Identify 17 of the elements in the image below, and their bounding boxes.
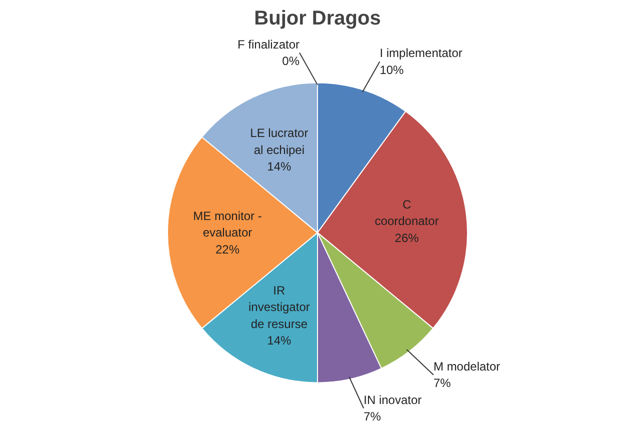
chart-title: Bujor Dragos	[254, 8, 381, 30]
data-label: 7%	[433, 376, 452, 390]
data-label: 14%	[267, 334, 292, 348]
slice-label: LE lucrator al echipei	[250, 126, 308, 157]
data-label: 10%	[380, 63, 404, 77]
text: 0%	[282, 54, 300, 68]
slice-label: ME monitor - evaluator	[193, 208, 262, 240]
data-label: 7%	[364, 410, 382, 424]
slice-label: M modelator	[433, 359, 500, 374]
slice-label: C coordonator	[374, 197, 439, 228]
category-label: F finalizator	[237, 37, 300, 52]
data-label: 26%	[394, 231, 420, 246]
data-label: 22%	[215, 242, 240, 256]
slice-label: IN inovator	[364, 392, 422, 407]
data-label: 14%	[267, 160, 292, 174]
slice-label: IR investigator de resurse	[248, 283, 310, 331]
slice-label: I implementator	[380, 46, 462, 60]
